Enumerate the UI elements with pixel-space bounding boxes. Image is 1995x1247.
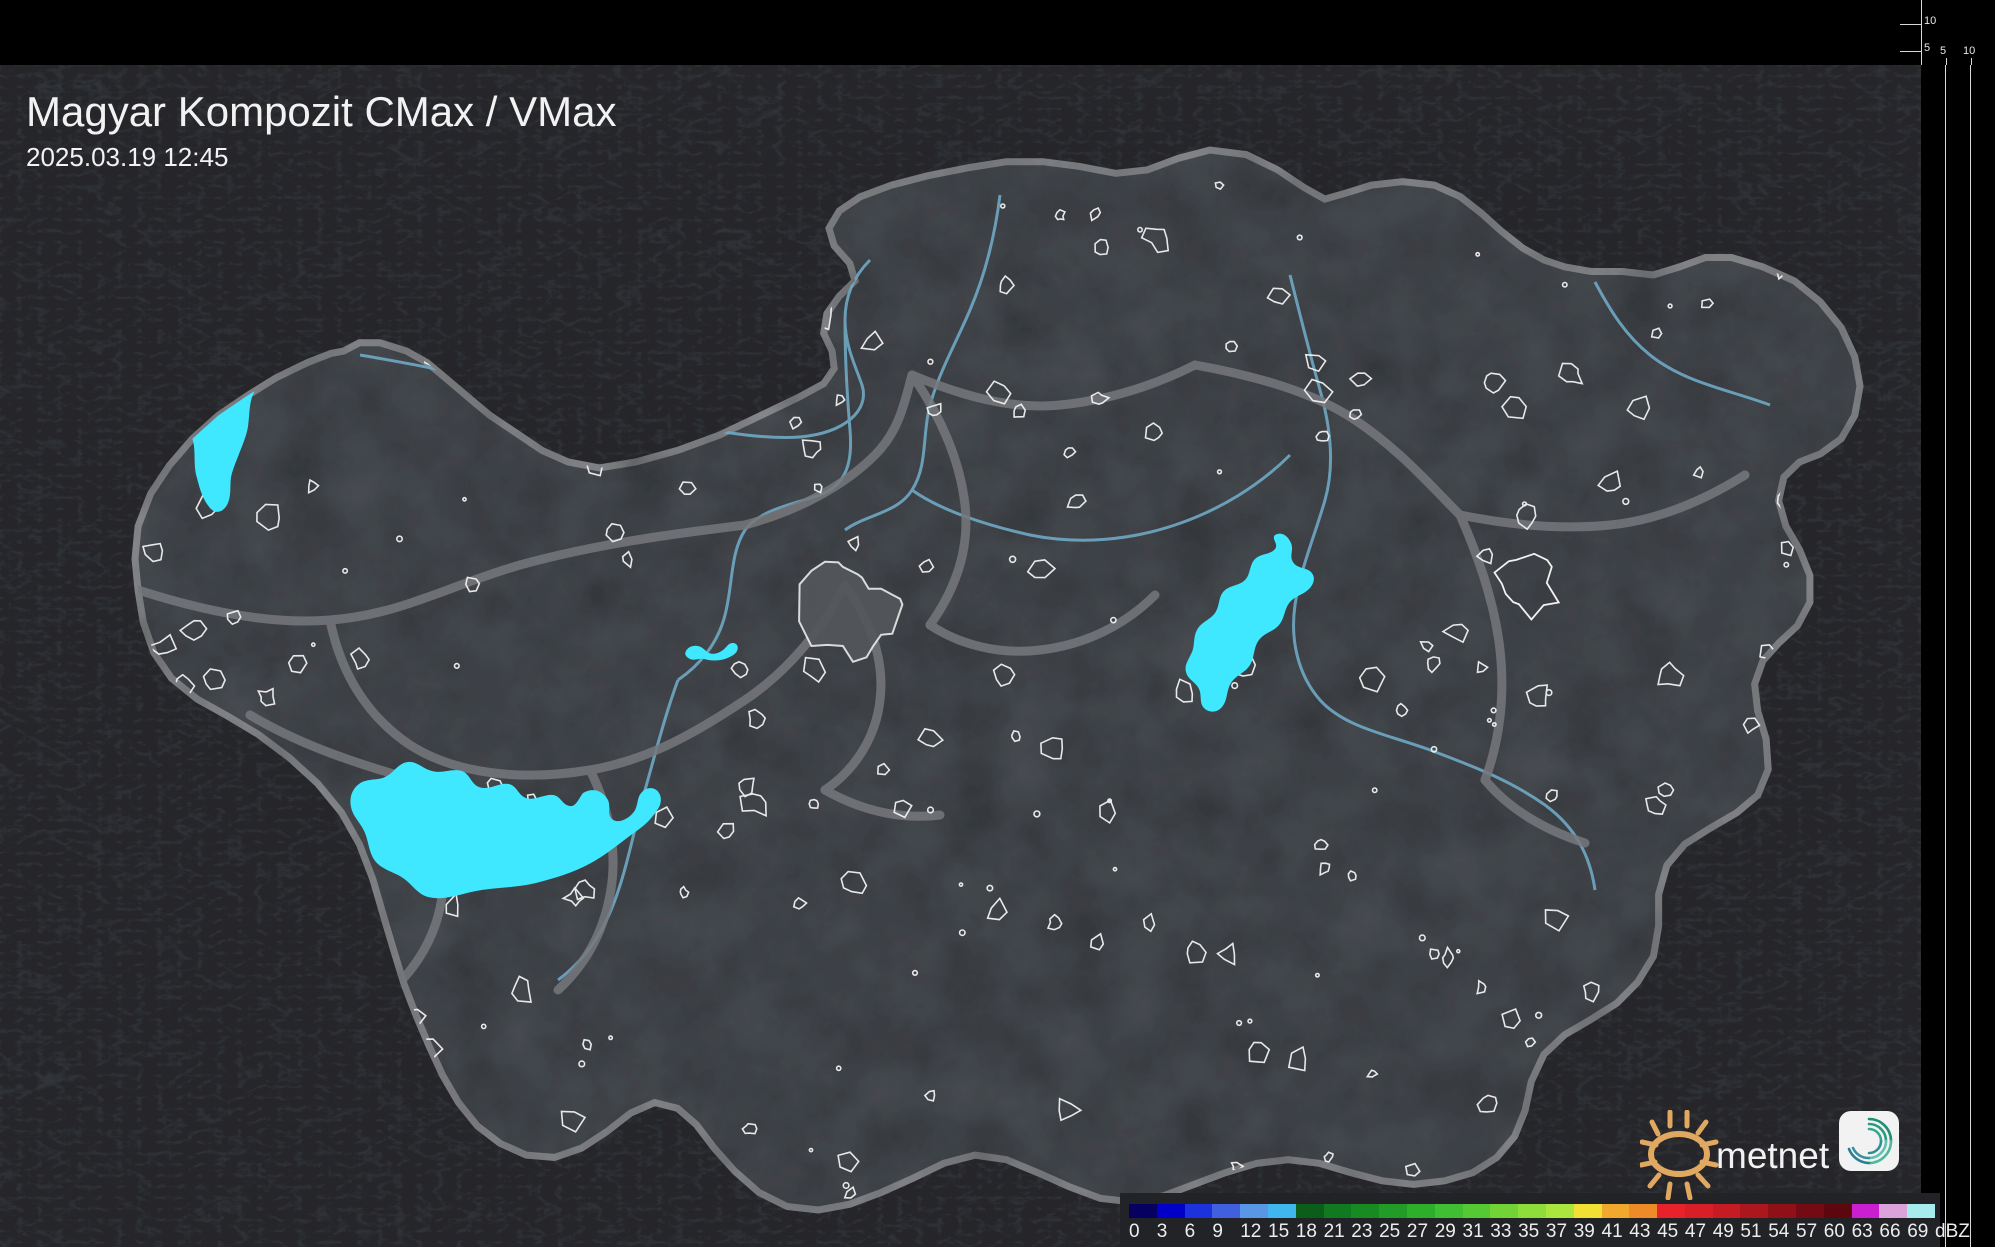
svg-text:metnet: metnet — [1716, 1135, 1830, 1176]
